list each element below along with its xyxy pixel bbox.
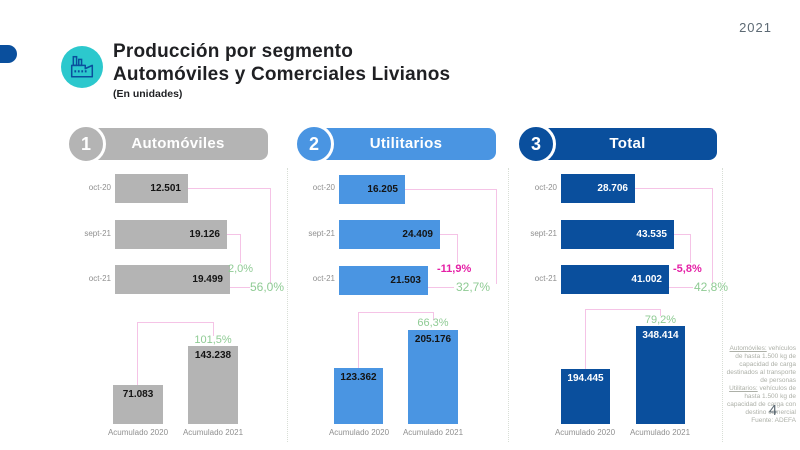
yoy-tick	[230, 287, 250, 288]
footnote-separator	[722, 168, 723, 442]
acc-bar-2021: 205.176	[408, 330, 458, 424]
year-badge: 2021	[739, 20, 772, 35]
acc-bar-2020: 123.362	[334, 368, 383, 424]
factory-icon	[61, 46, 103, 88]
footnote-term-automoviles: Automóviles:	[729, 345, 767, 352]
title-line-2: Automóviles y Comerciales Livianos	[113, 64, 451, 85]
bar-oct20: 28.706	[561, 174, 635, 203]
footnote-text-automoviles: vehículos de hasta 1.500 kg de capacidad…	[726, 345, 796, 384]
acc-bar-2021: 348.414	[636, 326, 685, 424]
acc-bracket	[585, 309, 661, 370]
row-label: sept-21	[84, 229, 111, 238]
acc-axis-label: Acumulado 2020	[554, 428, 616, 437]
yoy-percent: 32,7%	[456, 280, 491, 294]
bar-oct21: 21.503	[339, 266, 428, 295]
row-label: oct-20	[88, 183, 111, 192]
acc-axis-label: Acumulado 2021	[629, 428, 691, 437]
acc-axis-label: Acumulado 2020	[107, 428, 169, 437]
yoy-tick	[428, 287, 454, 288]
section-header-total: Total	[538, 128, 717, 160]
title-line-1: Producción por segmento	[113, 41, 354, 62]
row-label: sept-21	[530, 229, 557, 238]
row-label: oct-21	[534, 274, 557, 283]
bar-sept21: 43.535	[561, 220, 674, 249]
acc-percent: 79,2%	[644, 314, 677, 326]
section-number-badge: 1	[66, 124, 106, 164]
yoy-connector	[405, 189, 497, 284]
edge-accent-pill	[0, 45, 17, 63]
section-header-automoviles: Automóviles	[88, 128, 268, 160]
yoy-percent: 56,0%	[250, 280, 285, 294]
footnote: Automóviles: vehículos de hasta 1.500 kg…	[722, 345, 796, 425]
bar-sept21: 24.409	[339, 220, 440, 249]
mom-percent: -11,9%	[437, 263, 472, 275]
mom-percent: -5,8%	[673, 263, 702, 275]
row-label: oct-21	[88, 274, 111, 283]
section-number-badge: 2	[294, 124, 334, 164]
section-separator	[508, 168, 509, 442]
page-number: 4	[768, 402, 778, 419]
acc-bar-2020: 71.083	[113, 385, 163, 424]
acc-bracket	[137, 322, 214, 386]
mom-connector	[674, 234, 691, 263]
acc-bracket-leg	[660, 309, 661, 316]
acc-bar-2021: 143.238	[188, 346, 238, 424]
row-label: oct-20	[312, 183, 335, 192]
bar-oct20: 12.501	[115, 174, 188, 203]
section-header-utilitarios: Utilitarios	[316, 128, 496, 160]
title-units-note: (En unidades)	[113, 88, 183, 100]
bar-sept21: 19.126	[115, 220, 227, 249]
page-title: Producción por segmento Automóviles y Co…	[113, 40, 450, 100]
row-label: sept-21	[308, 229, 335, 238]
section-separator	[287, 168, 288, 442]
yoy-connector	[635, 188, 713, 284]
bar-oct20: 16.205	[339, 175, 405, 204]
acc-bracket-leg	[213, 322, 214, 336]
acc-percent: 66,3%	[417, 317, 449, 329]
acc-bracket	[358, 312, 434, 369]
footnote-term-utilitarios: Utilitarios:	[729, 385, 758, 392]
bar-oct21: 19.499	[115, 265, 230, 294]
mom-connector	[227, 234, 241, 263]
acc-bar-2020: 194.445	[561, 369, 610, 424]
yoy-connector	[188, 188, 271, 284]
row-label: oct-21	[312, 274, 335, 283]
acc-axis-label: Acumulado 2021	[402, 428, 464, 437]
bar-oct21: 41.002	[561, 265, 669, 294]
row-label: oct-20	[534, 183, 557, 192]
acc-percent: 101,5%	[194, 334, 232, 346]
acc-axis-label: Acumulado 2021	[182, 428, 244, 437]
yoy-tick	[669, 287, 693, 288]
footnote-text-utilitarios: vehículos de hasta 1.500 kg de capacidad…	[726, 385, 796, 416]
section-number-badge: 3	[516, 124, 556, 164]
mom-percent: 2,0%	[228, 263, 254, 275]
acc-bracket-leg	[433, 312, 434, 320]
yoy-percent: 42,8%	[694, 280, 729, 294]
acc-axis-label: Acumulado 2020	[328, 428, 390, 437]
footnote-source: Fuente: ADEFA	[751, 417, 796, 424]
mom-connector	[440, 234, 458, 263]
